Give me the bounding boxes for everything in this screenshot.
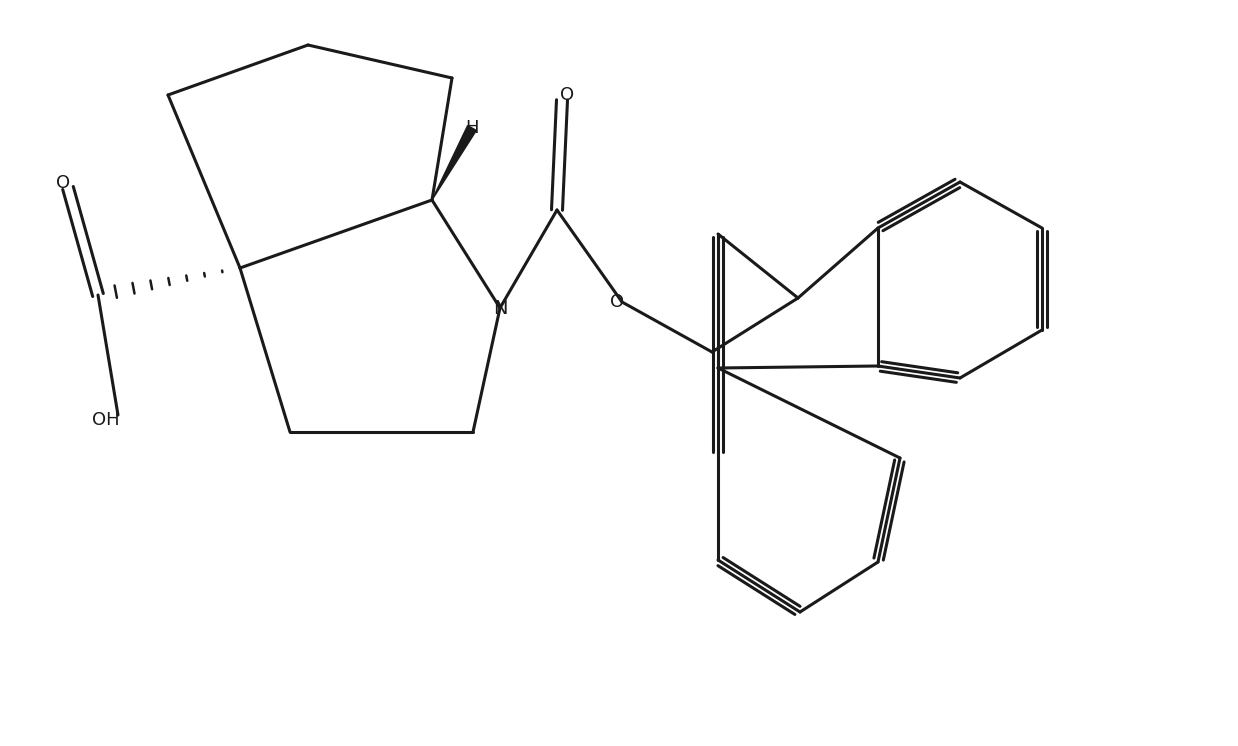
Text: O: O bbox=[56, 174, 71, 192]
Text: OH: OH bbox=[92, 411, 120, 429]
Text: O: O bbox=[610, 293, 624, 311]
Text: N: N bbox=[493, 298, 508, 318]
Polygon shape bbox=[432, 125, 477, 200]
Text: H: H bbox=[465, 119, 479, 137]
Text: O: O bbox=[560, 86, 574, 104]
